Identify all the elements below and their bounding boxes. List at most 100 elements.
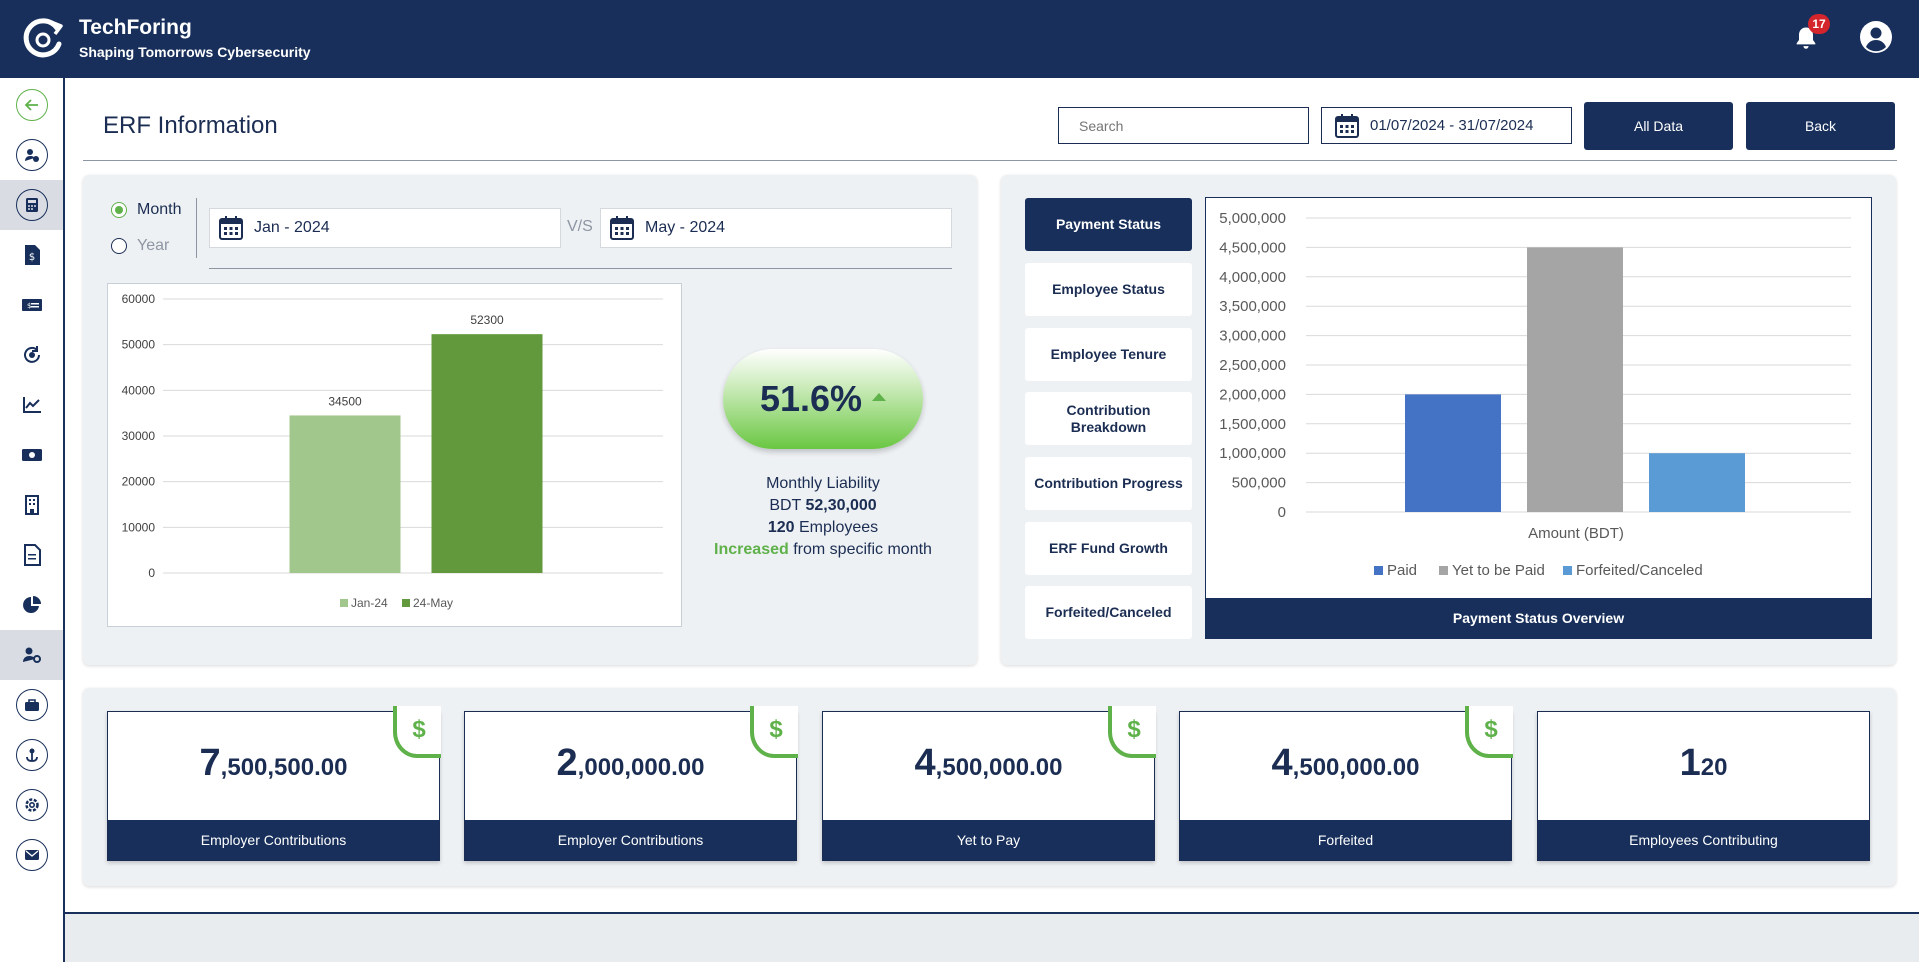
versus-label: V/S xyxy=(567,218,593,235)
techforing-logo-icon[interactable] xyxy=(21,16,65,60)
summary-card-employees-contributing[interactable]: 120 Employees Contributing xyxy=(1537,711,1870,861)
sidebar-item-user-settings[interactable] xyxy=(0,630,63,680)
sidebar-item-trend[interactable] xyxy=(0,380,63,430)
sidebar-item-mail[interactable] xyxy=(0,830,63,880)
title-divider xyxy=(83,160,1897,161)
y-tick-label: 5,000,000 xyxy=(1219,210,1286,227)
bar-Paid xyxy=(1405,394,1501,512)
trend-chart-icon xyxy=(21,394,43,416)
sidebar-item-dollar-document[interactable]: $ xyxy=(0,230,63,280)
payment-status-overview: 0 500,000 1,000,000 1,500,000 2,000,000 2,500… xyxy=(1205,197,1872,639)
search-input[interactable] xyxy=(1058,107,1309,144)
summary-card-yet-to-pay[interactable]: 4,500,000.00 $ Yet to Pay xyxy=(822,706,1156,861)
cash-icon xyxy=(21,444,43,466)
filter-divider xyxy=(209,268,952,269)
legend-label: Forfeited/Canceled xyxy=(1576,562,1703,579)
payslip-icon: $ xyxy=(21,294,43,316)
summary-card-employer-contributions-2[interactable]: 2,000,000.00 $ Employer Contributions xyxy=(464,706,798,861)
y-tick-label: 0 xyxy=(148,566,155,580)
month-comparison-chart-svg: 0 10000 20000 30000 40000 50000 60000 34500 5230… xyxy=(122,292,663,610)
briefcase-icon xyxy=(15,689,48,721)
liability-amount: BDT 52,30,000 xyxy=(769,497,877,514)
legend-swatch xyxy=(340,599,348,607)
summary-card-forfeited[interactable]: 4,500,000.00 $ Forfeited xyxy=(1179,706,1513,861)
y-tick-label: 1,000,000 xyxy=(1219,445,1286,462)
y-tick-label: 2,000,000 xyxy=(1219,386,1286,403)
sidebar-item-cash[interactable] xyxy=(0,430,63,480)
tab-contribution-progress[interactable]: Contribution Progress xyxy=(1025,457,1192,510)
date-range-value: 01/07/2024 - 31/07/2024 xyxy=(1370,117,1534,134)
tab-forfeited-canceled[interactable]: Forfeited/Canceled xyxy=(1025,586,1192,639)
y-tick-label: 50000 xyxy=(122,338,156,352)
sidebar-item-refresh-money[interactable] xyxy=(0,330,63,380)
brand: TechForing Shaping Tomorrows Cybersecuri… xyxy=(79,16,311,62)
date-range-picker[interactable]: 01/07/2024 - 31/07/2024 xyxy=(1321,107,1572,144)
back-button[interactable]: Back xyxy=(1746,102,1895,150)
y-tick-label: 3,000,000 xyxy=(1219,328,1286,345)
legend-label: 24-May xyxy=(413,596,453,610)
to-month-picker[interactable]: May - 2024 xyxy=(600,208,952,248)
card-value: 4,500,000.00 xyxy=(1271,742,1420,784)
user-account-icon[interactable] xyxy=(1859,20,1893,54)
y-tick-label: 1,500,000 xyxy=(1219,416,1286,433)
tab-erf-fund-growth[interactable]: ERF Fund Growth xyxy=(1025,522,1192,575)
y-tick-label: 30000 xyxy=(122,429,156,443)
user-money-icon xyxy=(15,139,48,171)
bar-24-May xyxy=(431,334,543,573)
tab-payment-status[interactable]: Payment Status xyxy=(1025,198,1192,251)
brand-name: TechForing xyxy=(79,16,192,39)
y-tick-label: 4,000,000 xyxy=(1219,269,1286,286)
card-label: Forfeited xyxy=(1180,820,1511,860)
sidebar-item-settings[interactable] xyxy=(0,780,63,830)
summary-card-employer-contributions[interactable]: 7,500,500.00 $ Employer Contributions xyxy=(107,706,441,861)
sidebar-item-pie[interactable] xyxy=(0,580,63,630)
percent-change-badge: 51.6% xyxy=(723,349,923,449)
tab-employee-status[interactable]: Employee Status xyxy=(1025,263,1192,316)
sidebar-item-calculator[interactable] xyxy=(0,180,63,230)
sidebar-item-briefcase[interactable] xyxy=(0,680,63,730)
pie-chart-icon xyxy=(21,594,43,616)
all-data-button[interactable]: All Data xyxy=(1584,102,1733,150)
radio-button-selected xyxy=(111,202,127,218)
payment-status-chart-svg: 0 500,000 1,000,000 1,500,000 2,000,000 2,500… xyxy=(1219,210,1851,579)
from-month-picker[interactable]: Jan - 2024 xyxy=(209,208,561,248)
x-axis-label: Amount (BDT) xyxy=(1528,525,1624,542)
brand-tagline: Shaping Tomorrows Cybersecurity xyxy=(79,44,311,60)
y-tick-label: 40000 xyxy=(122,383,156,397)
sidebar-item-document[interactable] xyxy=(0,530,63,580)
calendar-icon xyxy=(610,216,634,240)
y-tick-label: 20000 xyxy=(122,475,156,489)
sidebar-item-user-money[interactable] xyxy=(0,130,63,180)
bar-Forfeited/Canceled xyxy=(1649,453,1745,512)
legend-swatch xyxy=(1563,566,1572,575)
tab-employee-tenure[interactable]: Employee Tenure xyxy=(1025,328,1192,381)
month-label: Month xyxy=(137,201,182,218)
employee-count: 120 Employees xyxy=(767,519,879,536)
year-radio[interactable]: Year xyxy=(111,237,169,255)
card-label: Employer Contributions xyxy=(108,820,439,860)
sidebar-item-anchor-user[interactable] xyxy=(0,730,63,780)
month-radio[interactable]: Month xyxy=(111,201,181,219)
bar-Jan-24 xyxy=(289,415,401,573)
y-tick-label: 3,500,000 xyxy=(1219,298,1286,315)
legend-swatch xyxy=(402,599,410,607)
data-label: 52300 xyxy=(470,313,504,327)
sidebar-item-building[interactable] xyxy=(0,480,63,530)
dollar-icon: $ xyxy=(750,706,798,758)
anchor-user-icon xyxy=(15,739,48,771)
radio-divider xyxy=(196,198,197,258)
gear-icon xyxy=(15,789,48,821)
top-bar: TechForing Shaping Tomorrows Cybersecuri… xyxy=(0,0,1919,78)
sidebar: $ $ xyxy=(0,78,65,962)
legend-label: Yet to be Paid xyxy=(1452,562,1545,579)
bar-Yet to be Paid xyxy=(1527,247,1623,512)
to-month-value: May - 2024 xyxy=(645,219,726,236)
tab-contribution-breakdown[interactable]: Contribution Breakdown xyxy=(1025,392,1192,445)
card-label: Employees Contributing xyxy=(1538,820,1869,860)
dollar-document-icon: $ xyxy=(21,244,43,266)
legend-label: Jan-24 xyxy=(351,596,388,610)
svg-text:$: $ xyxy=(27,302,31,310)
sidebar-item-payslip[interactable]: $ xyxy=(0,280,63,330)
sidebar-item-back[interactable] xyxy=(0,80,63,130)
calendar-icon xyxy=(219,216,243,240)
